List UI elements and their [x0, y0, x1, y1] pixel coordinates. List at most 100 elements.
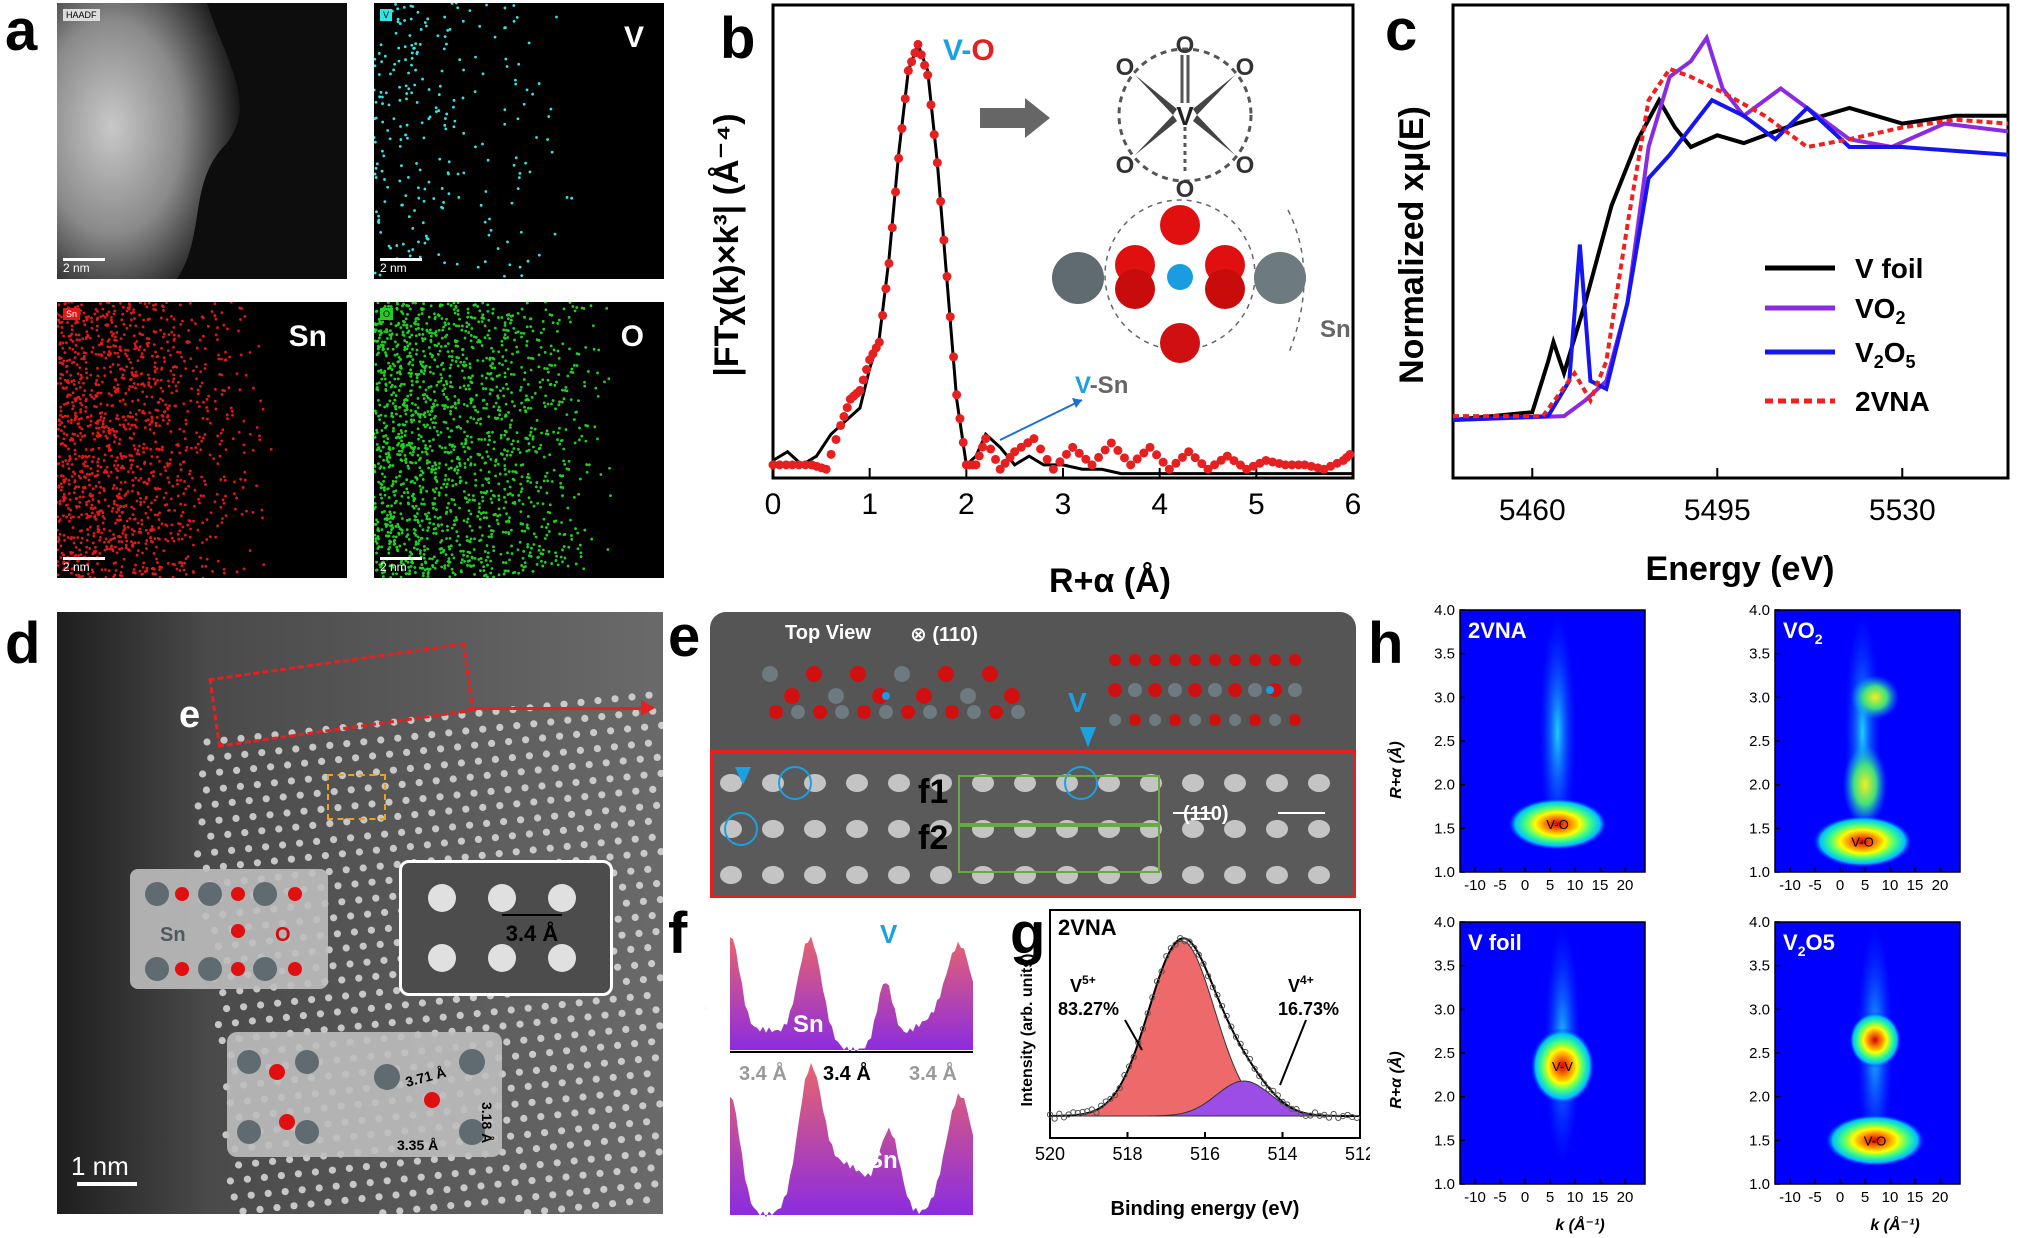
signal-dot: [390, 484, 394, 488]
signal-dot: [419, 435, 423, 439]
signal-dot: [233, 492, 236, 496]
signal-dot: [547, 115, 551, 118]
signal-dot: [418, 168, 422, 172]
signal-dot: [464, 329, 468, 333]
atom-column: [482, 1024, 490, 1032]
signal-dot: [377, 214, 381, 218]
atom-column: [656, 974, 663, 982]
signal-dot: [395, 475, 398, 479]
signal-dot: [418, 414, 422, 418]
signal-dot: [474, 303, 477, 307]
signal-dot: [541, 564, 545, 568]
signal-dot: [481, 495, 484, 499]
atom-column: [258, 749, 266, 757]
signal-dot: [420, 502, 424, 506]
atom-column: [1056, 866, 1078, 884]
signal-dot: [203, 367, 207, 370]
signal-dot: [172, 373, 176, 377]
atom-column: [346, 960, 354, 968]
signal-dot: [411, 302, 415, 305]
v4-pct: 16.73%: [1278, 999, 1339, 1019]
atom-column: [409, 1189, 417, 1197]
signal-dot: [487, 434, 491, 438]
signal-dot: [66, 566, 69, 570]
signal-dot: [392, 429, 395, 433]
atom-column: [562, 1173, 570, 1181]
atom-column: [457, 759, 465, 767]
signal-dot: [237, 430, 241, 434]
signal-dot: [121, 305, 125, 309]
atom-column: [604, 1153, 612, 1161]
signal-dot: [419, 488, 423, 492]
signal-dot: [150, 455, 154, 458]
signal-dot: [405, 323, 409, 327]
signal-dot: [523, 561, 527, 565]
signal-dot: [239, 318, 242, 321]
signal-dot: [91, 487, 95, 491]
atom-column: [626, 1072, 634, 1080]
signal-dot: [83, 434, 87, 437]
atom-column: [436, 793, 444, 801]
signal-dot: [384, 522, 387, 526]
signal-dot: [100, 380, 104, 384]
atom-column: [462, 727, 470, 735]
signal-dot: [189, 399, 193, 403]
signal-dot: [469, 315, 473, 319]
atom-column: [498, 1196, 506, 1204]
atom-column: [593, 823, 602, 831]
signal-dot: [506, 240, 509, 244]
signal-dot: [77, 474, 81, 478]
signal-dot: [541, 548, 545, 552]
v4-pointer: [1279, 1019, 1307, 1086]
signal-dot: [130, 543, 134, 547]
signal-dot: [385, 404, 389, 408]
signal-dot: [397, 449, 401, 453]
signal-dot: [429, 385, 433, 388]
atom-column: [326, 820, 334, 828]
atom-column: [223, 1005, 231, 1013]
signal-dot: [406, 355, 409, 358]
signal-dot: [573, 309, 577, 313]
signal-dot: [103, 548, 107, 552]
signal-dot: [124, 492, 128, 496]
signal-dot: [484, 387, 488, 391]
data-point: [1190, 453, 1200, 463]
signal-dot: [181, 319, 184, 323]
sn-label-2: Sn: [867, 1147, 898, 1174]
signal-dot: [519, 510, 523, 514]
signal-dot: [531, 92, 535, 96]
data-point: [1214, 991, 1221, 999]
topview-title: Top View: [785, 622, 871, 644]
signal-dot: [391, 362, 395, 366]
data-point: [1229, 456, 1239, 466]
signal-dot: [415, 101, 419, 104]
atom-column: [462, 805, 470, 813]
atom-column: [379, 1161, 387, 1169]
y-tick-label: 4.0: [1749, 602, 1770, 619]
signal-dot: [432, 416, 436, 420]
signal-dot: [391, 572, 395, 576]
atom-column: [384, 1003, 392, 1011]
signal-dot: [488, 336, 492, 340]
signal-dot: [423, 568, 427, 572]
signal-dot: [84, 410, 87, 413]
signal-dot: [124, 392, 128, 395]
signal-dot: [229, 302, 233, 304]
signal-dot: [503, 321, 507, 325]
atom-column: [435, 997, 443, 1005]
atom: [923, 705, 937, 719]
signal-dot: [406, 394, 410, 398]
atom-column: [516, 1020, 524, 1028]
atom-column: [491, 834, 499, 842]
signal-dot: [107, 540, 111, 544]
atom-column: [428, 809, 436, 817]
signal-dot: [449, 510, 453, 513]
atom-column: [445, 807, 453, 815]
atom-column: [636, 881, 644, 889]
o-tag: O: [380, 308, 394, 320]
signal-dot: [557, 403, 561, 407]
atom-column: [657, 769, 663, 777]
signal-dot: [563, 463, 567, 466]
signal-dot: [467, 498, 471, 502]
signal-dot: [439, 486, 443, 490]
